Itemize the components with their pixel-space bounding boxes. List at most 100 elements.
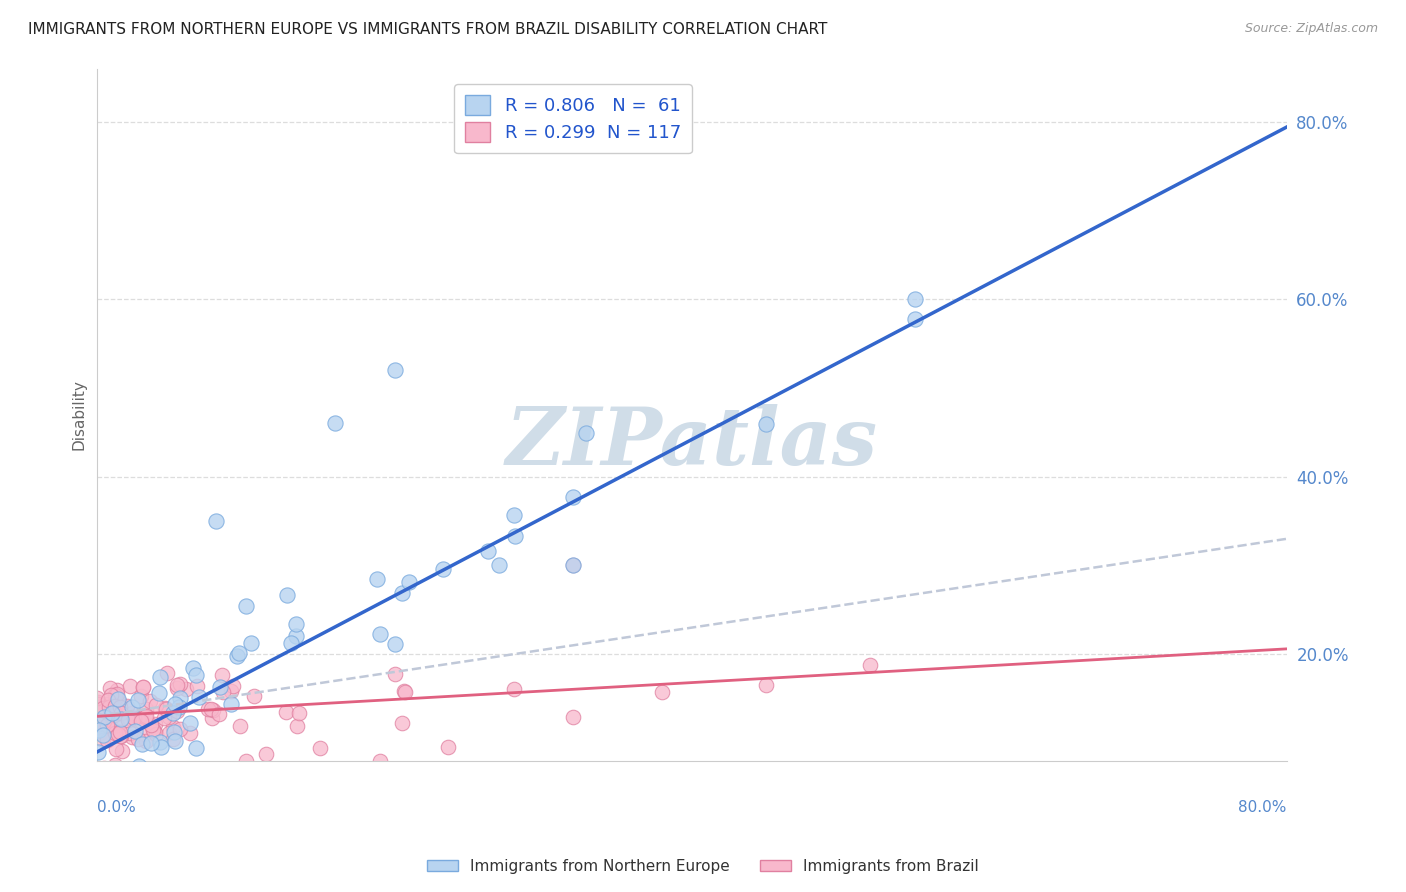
Point — [391, 716, 413, 731]
Point — [117, 710, 139, 724]
Point — [149, 670, 172, 684]
Point — [118, 679, 141, 693]
Point — [186, 679, 208, 693]
Legend: R = 0.806   N =  61, R = 0.299  N = 117: R = 0.806 N = 61, R = 0.299 N = 117 — [454, 85, 692, 153]
Point — [101, 706, 124, 720]
Point — [110, 725, 132, 739]
Point — [105, 742, 128, 756]
Point — [197, 702, 219, 716]
Point — [110, 706, 132, 721]
Point — [142, 723, 165, 738]
Point — [859, 658, 882, 673]
Point — [156, 666, 179, 681]
Point — [111, 743, 134, 757]
Point — [179, 716, 201, 731]
Point — [129, 709, 152, 723]
Point — [240, 636, 263, 650]
Point — [284, 629, 307, 643]
Point — [222, 679, 245, 693]
Point — [187, 690, 209, 704]
Text: 0.0%: 0.0% — [97, 799, 136, 814]
Point — [141, 736, 163, 750]
Point — [575, 426, 598, 441]
Point — [904, 311, 927, 326]
Point — [128, 714, 150, 728]
Point — [285, 616, 308, 631]
Point — [221, 697, 243, 711]
Point — [503, 529, 526, 543]
Point — [87, 714, 110, 729]
Point — [392, 684, 415, 698]
Point — [280, 635, 302, 649]
Point — [165, 733, 187, 747]
Point — [121, 706, 143, 720]
Point — [145, 726, 167, 740]
Point — [93, 732, 115, 747]
Text: IMMIGRANTS FROM NORTHERN EUROPE VS IMMIGRANTS FROM BRAZIL DISABILITY CORRELATION: IMMIGRANTS FROM NORTHERN EUROPE VS IMMIG… — [28, 22, 828, 37]
Point — [235, 754, 257, 768]
Point — [166, 681, 188, 695]
Point — [904, 292, 927, 306]
Point — [110, 729, 132, 743]
Point — [157, 710, 180, 724]
Point — [208, 680, 231, 694]
Point — [200, 702, 222, 716]
Text: 80.0%: 80.0% — [1239, 799, 1286, 814]
Point — [108, 696, 131, 710]
Point — [117, 714, 139, 728]
Point — [100, 720, 122, 734]
Point — [98, 681, 121, 695]
Point — [98, 711, 121, 725]
Point — [651, 684, 673, 698]
Point — [163, 697, 186, 711]
Point — [162, 706, 184, 720]
Point — [104, 725, 127, 739]
Point — [127, 692, 149, 706]
Point — [145, 698, 167, 712]
Point — [93, 761, 115, 775]
Point — [288, 706, 311, 721]
Point — [228, 646, 250, 660]
Point — [323, 417, 346, 431]
Point — [437, 740, 460, 755]
Point — [100, 688, 122, 702]
Point — [562, 558, 585, 573]
Point — [477, 543, 499, 558]
Point — [108, 729, 131, 743]
Point — [276, 589, 298, 603]
Point — [186, 667, 208, 681]
Point — [398, 575, 420, 590]
Point — [104, 698, 127, 713]
Point — [104, 689, 127, 703]
Point — [179, 726, 201, 740]
Point — [169, 722, 191, 736]
Point — [235, 599, 257, 613]
Point — [89, 772, 111, 786]
Point — [131, 689, 153, 703]
Point — [152, 711, 174, 725]
Point — [87, 780, 110, 795]
Point — [562, 710, 585, 724]
Point — [89, 715, 111, 730]
Point — [391, 585, 413, 599]
Point — [135, 702, 157, 716]
Point — [202, 703, 225, 717]
Point — [755, 678, 778, 692]
Point — [148, 686, 170, 700]
Point — [131, 681, 153, 695]
Point — [162, 731, 184, 746]
Point — [169, 691, 191, 706]
Point — [169, 676, 191, 690]
Point — [225, 649, 247, 664]
Point — [87, 723, 110, 737]
Point — [93, 710, 115, 724]
Text: Source: ZipAtlas.com: Source: ZipAtlas.com — [1244, 22, 1378, 36]
Point — [254, 747, 277, 761]
Point — [162, 720, 184, 734]
Point — [121, 700, 143, 714]
Point — [87, 717, 110, 731]
Point — [166, 678, 188, 692]
Point — [366, 572, 388, 586]
Point — [285, 719, 308, 733]
Point — [118, 726, 141, 740]
